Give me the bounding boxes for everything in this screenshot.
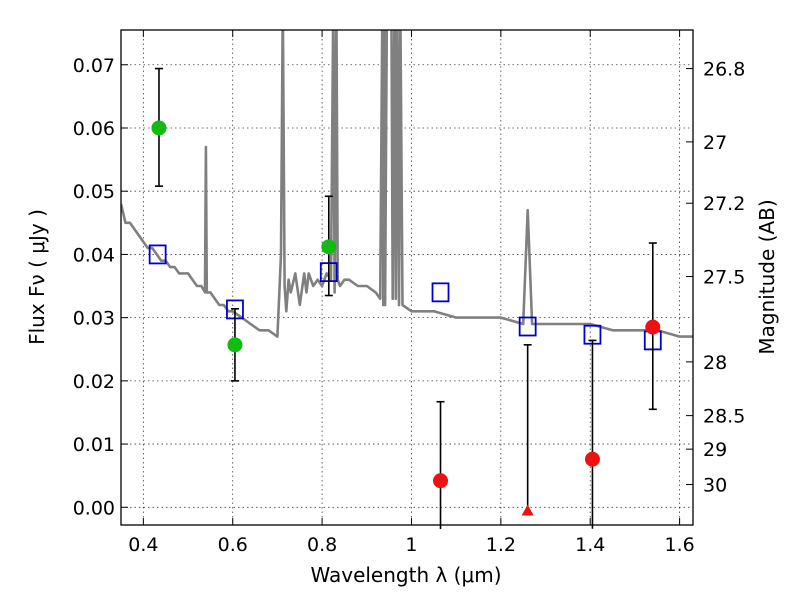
- y2-tick-label: 26.8: [703, 59, 745, 81]
- y-tick-label: 0.07: [73, 55, 115, 77]
- data-point: [227, 337, 243, 353]
- y2-tick-label: 28: [703, 352, 727, 374]
- x-axis-label: Wavelength λ (μm): [310, 563, 501, 587]
- y-tick-label: 0.02: [73, 371, 115, 393]
- y-tick-label: 0.04: [73, 244, 115, 266]
- y2-tick-label: 28.5: [703, 406, 745, 428]
- y-tick-label: 0.03: [73, 308, 115, 330]
- y-tick-label: 0.05: [73, 181, 115, 203]
- upper-limit-marker: [521, 504, 534, 516]
- y2-axis-label: Magnitude (AB): [755, 199, 779, 354]
- model-square: [148, 244, 167, 265]
- plot-frame: [120, 29, 694, 526]
- y2-tick-label: 27.2: [703, 193, 745, 215]
- data-point: [645, 319, 661, 335]
- data-point: [321, 239, 337, 255]
- markers-layer: [148, 67, 662, 529]
- y-tick-label: 0.01: [73, 434, 115, 456]
- x-tick-label: 0.4: [128, 534, 158, 556]
- x-tick-label: 1.4: [575, 534, 605, 556]
- x-tick-label: 0.8: [307, 534, 337, 556]
- x-tick-label: 0.6: [218, 534, 248, 556]
- y2-tick-label: 27: [703, 132, 727, 154]
- y-tick-label: 0.06: [73, 118, 115, 140]
- y-axis-label: Flux Fν ( μJy ): [25, 209, 49, 345]
- data-point: [151, 120, 167, 136]
- x-tick-label: 1: [405, 534, 417, 556]
- x-tick-label: 1.2: [486, 534, 516, 556]
- data-point: [433, 473, 449, 489]
- x-tick-label: 1.6: [664, 534, 694, 556]
- spectrum-line: [121, 30, 693, 338]
- spectrum-layer: [121, 30, 693, 338]
- y2-tick-label: 27.5: [703, 267, 745, 289]
- model-square: [431, 282, 450, 303]
- y2-tick-label: 29: [703, 439, 727, 461]
- y2-tick-label: 30: [703, 475, 727, 497]
- grid-lines: [121, 30, 693, 525]
- data-point: [584, 451, 600, 467]
- y-tick-label: 0.00: [73, 497, 115, 519]
- model-square: [518, 316, 537, 337]
- axes-layer: 0.4 0.6 0.8 1 1.2 1.4 1.6 0.00 0.01 0.02 0.03 0.04 0…: [73, 29, 745, 556]
